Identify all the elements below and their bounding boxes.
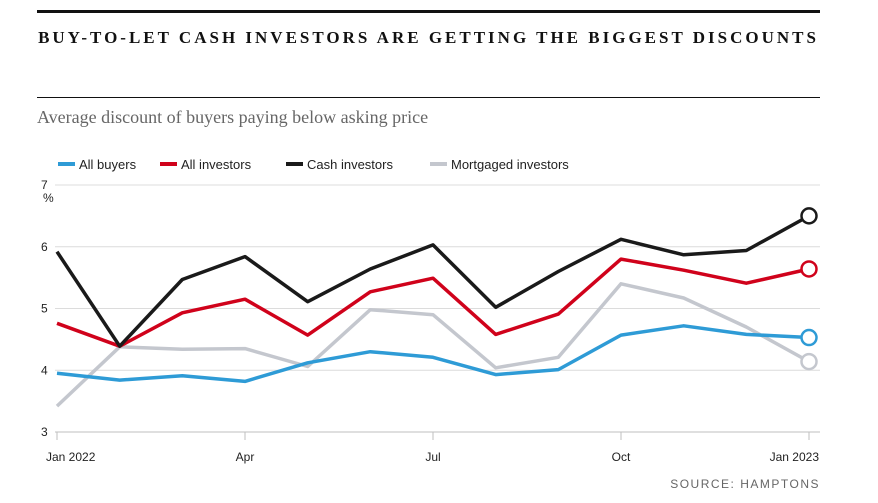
x-axis: Jan 2022 Apr Jul Oct Jan 2023 (46, 431, 820, 464)
all-investors-legend-swatch (160, 162, 177, 166)
x-tick-label: Jan 2022 (46, 450, 96, 464)
all-buyers-legend-swatch (58, 162, 75, 166)
cash-investors-legend-label: Cash investors (307, 157, 393, 172)
cash-investors-line (55, 214, 810, 348)
y-tick-label: 3 (41, 425, 48, 439)
y-tick-label: 7 (41, 178, 48, 192)
source-note: SOURCE: HAMPTONS (670, 477, 820, 491)
chart-subtitle: Average discount of buyers paying below … (37, 107, 429, 127)
series-endpoints (800, 207, 818, 371)
y-tick-label: 5 (41, 302, 48, 316)
x-tick-label: Jan 2023 (770, 450, 820, 464)
all-buyers-end-marker (800, 328, 818, 347)
mortgaged-investors-line (55, 282, 810, 408)
all-buyers-line (56, 324, 810, 384)
all-investors-end-marker (800, 260, 818, 278)
x-tick-label: Jul (425, 450, 440, 464)
cash-investors-end-marker (800, 207, 818, 225)
y-axis-unit-label: % (43, 191, 54, 205)
title-rule-top (37, 10, 820, 13)
x-tick-label: Apr (236, 450, 255, 464)
legend: All buyers All investors Cash investors Mor… (58, 157, 569, 172)
series-lines (55, 214, 810, 408)
mortgaged-investors-legend-label: Mortgaged investors (451, 157, 569, 172)
title-rule-bottom (37, 97, 820, 98)
all-investors-legend-label: All investors (181, 157, 252, 172)
all-buyers-legend-label: All buyers (79, 157, 137, 172)
y-tick-label: 4 (41, 363, 48, 377)
y-tick-label: 6 (41, 240, 48, 254)
chart-title: BUY-TO-LET CASH INVESTORS ARE GETTING TH… (38, 28, 819, 47)
mortgaged-investors-legend-swatch (430, 162, 447, 166)
y-axis-ticks: 3 4 5 6 7 (41, 178, 48, 439)
cash-investors-legend-swatch (286, 162, 303, 166)
all-investors-line (56, 257, 810, 348)
x-tick-label: Oct (612, 450, 631, 464)
mortgaged-investors-end-marker (800, 352, 818, 371)
